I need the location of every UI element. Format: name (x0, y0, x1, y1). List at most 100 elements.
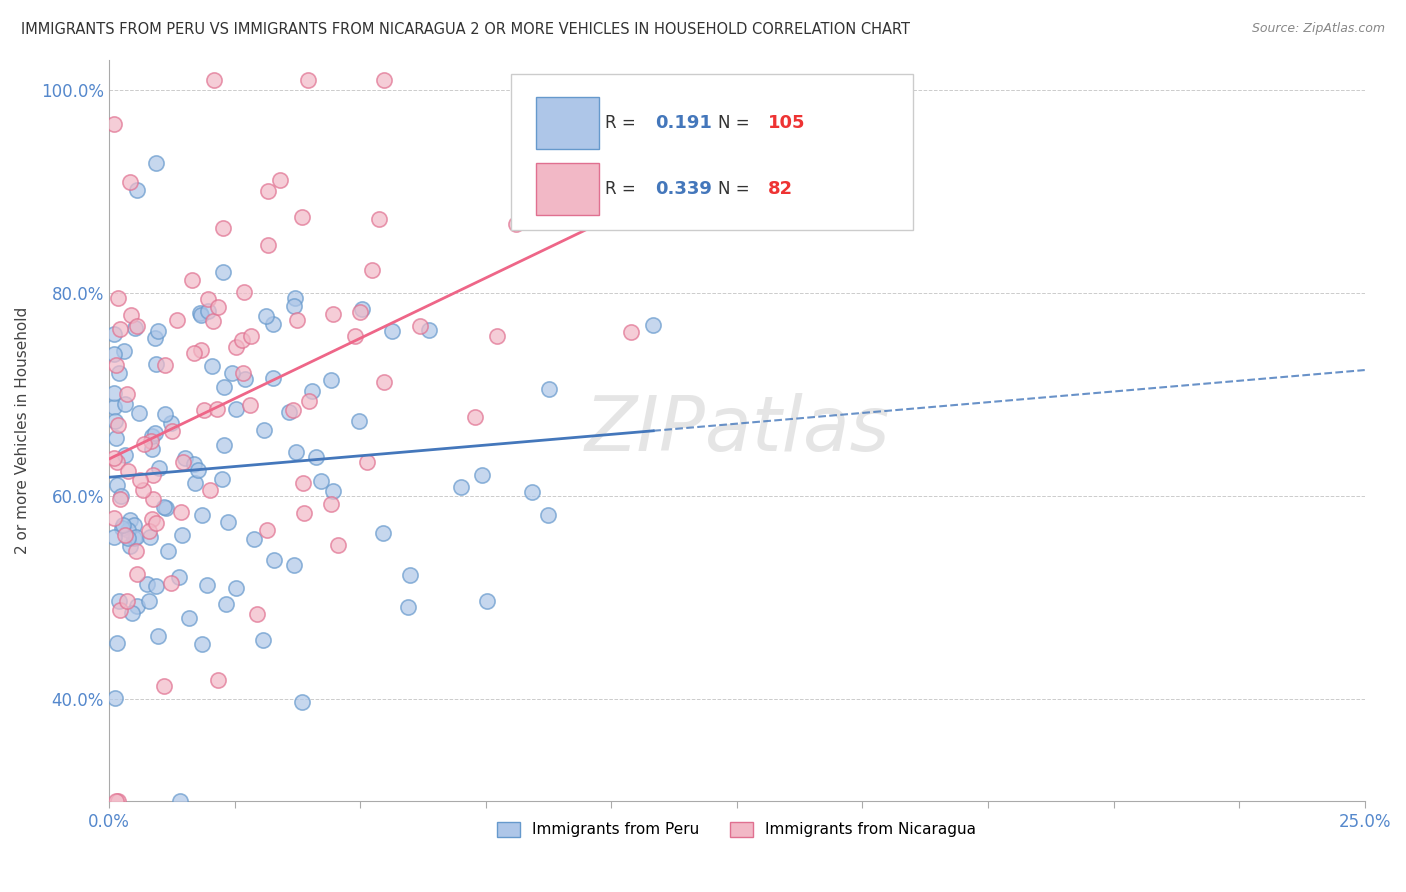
Point (107, 417, 129, 432)
Point (103, 400, 125, 414)
Point (321, 307, 343, 321)
Point (103, 451, 125, 466)
Point (205, 402, 228, 417)
Point (169, 794, 191, 808)
Point (381, 324, 404, 338)
Point (142, 467, 165, 482)
Point (252, 633, 274, 648)
Point (103, 386, 125, 401)
Point (167, 570, 190, 584)
Point (201, 359, 224, 373)
Point (145, 155, 167, 169)
Point (122, 517, 145, 532)
Point (285, 445, 308, 459)
Point (269, 173, 291, 187)
Point (141, 442, 163, 457)
Point (283, 558, 305, 573)
Point (239, 329, 262, 343)
Point (114, 449, 136, 463)
Point (139, 434, 162, 448)
Point (450, 480, 472, 494)
Point (257, 238, 280, 252)
Point (107, 594, 129, 608)
Point (155, 500, 177, 515)
Point (298, 393, 321, 408)
Point (246, 607, 269, 621)
Point (107, 794, 129, 808)
Point (319, 497, 342, 511)
Legend: Immigrants from Peru, Immigrants from Nicaragua: Immigrants from Peru, Immigrants from Ni… (489, 814, 984, 845)
Point (262, 371, 284, 385)
Point (537, 382, 560, 396)
Point (217, 516, 239, 530)
Point (170, 528, 193, 542)
FancyBboxPatch shape (536, 96, 599, 149)
Point (207, 300, 229, 314)
Point (139, 530, 162, 544)
Point (138, 593, 160, 607)
Point (193, 403, 215, 417)
Point (108, 491, 131, 506)
Point (107, 366, 129, 380)
Point (120, 513, 142, 527)
Point (292, 506, 315, 520)
Point (103, 117, 125, 131)
Point (121, 607, 143, 621)
Point (190, 308, 212, 322)
Text: R =: R = (605, 113, 641, 132)
Point (214, 438, 236, 452)
Text: 0.191: 0.191 (655, 113, 711, 132)
Point (114, 527, 136, 541)
Text: R =: R = (605, 180, 641, 198)
Point (145, 357, 167, 371)
Point (212, 380, 235, 394)
Point (166, 313, 188, 327)
Point (115, 594, 138, 608)
Point (235, 372, 257, 386)
Point (124, 531, 146, 545)
Point (156, 544, 179, 558)
Point (117, 464, 139, 478)
Point (356, 455, 378, 469)
Point (305, 450, 328, 464)
Point (124, 320, 146, 334)
Point (291, 210, 314, 224)
Point (343, 329, 366, 343)
Text: N =: N = (718, 180, 755, 198)
Point (129, 473, 152, 487)
Point (201, 314, 224, 328)
Point (215, 597, 238, 611)
Point (117, 531, 139, 545)
Point (409, 319, 432, 334)
Point (232, 367, 254, 381)
Point (172, 455, 194, 469)
Point (128, 406, 150, 420)
Point (187, 463, 209, 477)
Point (148, 324, 170, 338)
Point (326, 538, 349, 552)
Text: 82: 82 (768, 180, 793, 198)
Point (120, 308, 142, 322)
Point (125, 567, 148, 582)
Point (105, 431, 128, 445)
Point (145, 579, 167, 593)
Point (242, 532, 264, 546)
Point (104, 359, 127, 373)
Point (202, 73, 225, 87)
Point (212, 220, 235, 235)
Point (373, 73, 395, 87)
Point (536, 508, 558, 523)
Point (361, 263, 384, 277)
Point (103, 327, 125, 342)
Point (350, 302, 373, 317)
Point (254, 309, 277, 323)
Point (125, 531, 148, 545)
Point (485, 329, 508, 343)
Point (262, 317, 284, 331)
Point (124, 544, 146, 558)
Text: 105: 105 (768, 113, 806, 132)
Point (125, 599, 148, 614)
Point (170, 505, 193, 519)
Text: Source: ZipAtlas.com: Source: ZipAtlas.com (1251, 22, 1385, 36)
Point (183, 458, 205, 472)
